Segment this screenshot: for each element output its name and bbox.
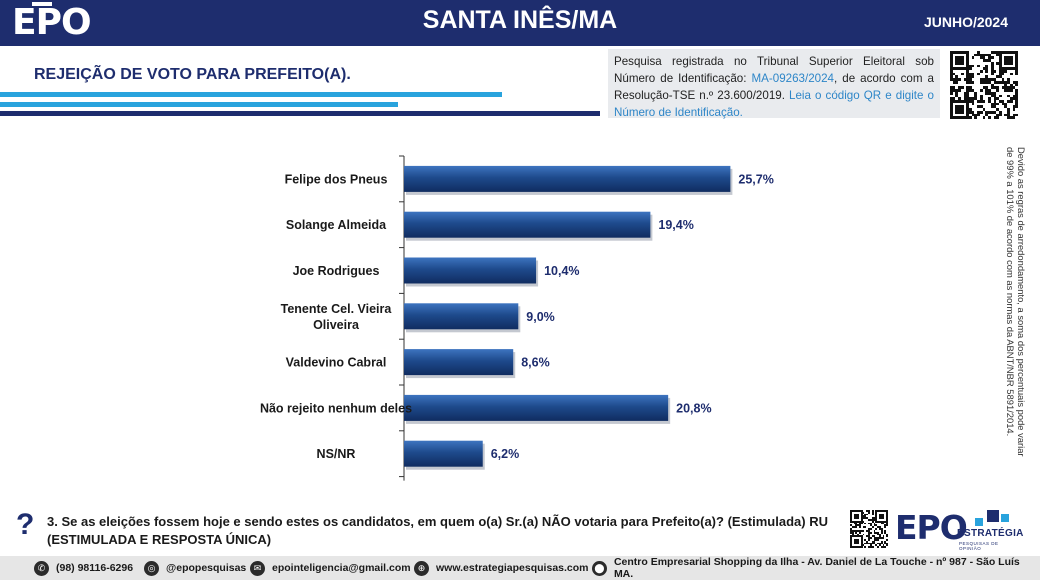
brand-logo-square: [987, 510, 999, 522]
decorative-stripe: [0, 102, 398, 107]
header-logo: EPO: [12, 2, 92, 43]
category-label: Valdevino Cabral: [286, 356, 387, 370]
value-label: 6,2%: [491, 447, 520, 461]
category-label: Felipe dos Pneus: [285, 172, 388, 186]
category-label: Não rejeito nenhum deles: [260, 401, 412, 415]
rejection-bar-chart: 25,7% Felipe dos Pneus 19,4% Solange Almeid…: [260, 155, 774, 481]
category-label: Tenente Cel. Vieira Oliveira: [281, 302, 393, 332]
value-label: 9,0%: [526, 310, 555, 324]
brand-tagline: PESQUISAS DE OPINIÃO: [959, 541, 999, 551]
phone-text: (98) 98116-6296: [56, 562, 134, 574]
phone-icon: ✆: [34, 560, 49, 576]
brand-logo: EPO ESTRATÉGIA PESQUISAS DE OPINIÃO: [895, 508, 1023, 552]
globe-icon: ⊕: [414, 560, 429, 576]
bar: [404, 303, 519, 330]
value-label: 19,4%: [658, 218, 693, 232]
bar: [404, 211, 651, 238]
value-label: 25,7%: [738, 172, 773, 186]
registration-instruction: Leia o código QR e digite o Número de Id…: [614, 89, 934, 119]
website-text: www.estrategiapesquisas.com: [436, 562, 589, 574]
instagram-text: @epopesquisas: [166, 562, 247, 574]
address-text: Centro Empresarial Shopping da Ilha - Av…: [613, 556, 1020, 580]
registration-id: MA-09263/2024: [751, 72, 835, 85]
page-title: SANTA INÊS/MA: [422, 6, 618, 34]
email-icon: ✉: [250, 560, 265, 576]
footer-bar: ✆ (98) 98116-6296 ◎ @epopesquisas ✉ epoi…: [0, 556, 1040, 580]
rounding-note: Devido as regras de arredondamento, a so…: [1001, 147, 1031, 465]
decorative-stripe: [0, 92, 502, 97]
decorative-stripe: [0, 111, 600, 116]
bar: [404, 440, 483, 467]
brand-logo-text: EPO: [895, 508, 968, 547]
location-pin-icon: ⬤: [592, 560, 607, 576]
brand-logo-square: [1001, 514, 1009, 522]
survey-date: JUNHO/2024: [923, 14, 1008, 30]
qr-code-icon[interactable]: [950, 51, 1018, 119]
logo-accent: [32, 2, 52, 6]
footer-website[interactable]: ⊕ www.estrategiapesquisas.com: [414, 556, 589, 580]
rounding-note-text: Devido as regras de arredondamento, a so…: [1005, 147, 1027, 457]
value-label: 8,6%: [521, 356, 550, 370]
registration-text: Pesquisa registrada no Tribunal Superior…: [614, 55, 934, 85]
bar: [404, 349, 514, 376]
registration-notice: Pesquisa registrada no Tribunal Superior…: [608, 49, 940, 119]
footer-address: ⬤ Centro Empresarial Shopping da Ilha - …: [592, 556, 1040, 580]
category-label: Solange Almeida: [286, 218, 387, 232]
registration-text: , de acordo com a Resolução-TSE n.º 23.6…: [614, 72, 934, 102]
footer-email[interactable]: ✉ epointeligencia@gmail.com: [250, 556, 411, 580]
brand-word: ESTRATÉGIA: [957, 528, 1024, 539]
section-title: REJEIÇÃO DE VOTO PARA PREFEITO(A).: [34, 66, 351, 83]
category-label: NS/NR: [317, 447, 356, 461]
brand-logo-square: [975, 518, 983, 526]
footer-phone[interactable]: ✆ (98) 98116-6296: [34, 556, 133, 580]
instagram-icon: ◎: [144, 560, 159, 576]
email-text: epointeligencia@gmail.com: [272, 562, 411, 574]
value-label: 20,8%: [676, 401, 711, 415]
header-banner: EPO SANTA INÊS/MA JUNHO/2024: [0, 0, 1040, 46]
question-mark-icon: ?: [16, 508, 35, 541]
footer-instagram[interactable]: ◎ @epopesquisas: [144, 556, 246, 580]
qr-code-icon[interactable]: [850, 510, 888, 548]
survey-question: 3. Se as eleições fossem hoje e sendo es…: [47, 514, 828, 547]
bar: [404, 394, 669, 421]
category-label: Joe Rodrigues: [293, 264, 380, 278]
value-label: 10,4%: [544, 264, 579, 278]
bar: [404, 165, 731, 192]
bar: [404, 257, 537, 284]
